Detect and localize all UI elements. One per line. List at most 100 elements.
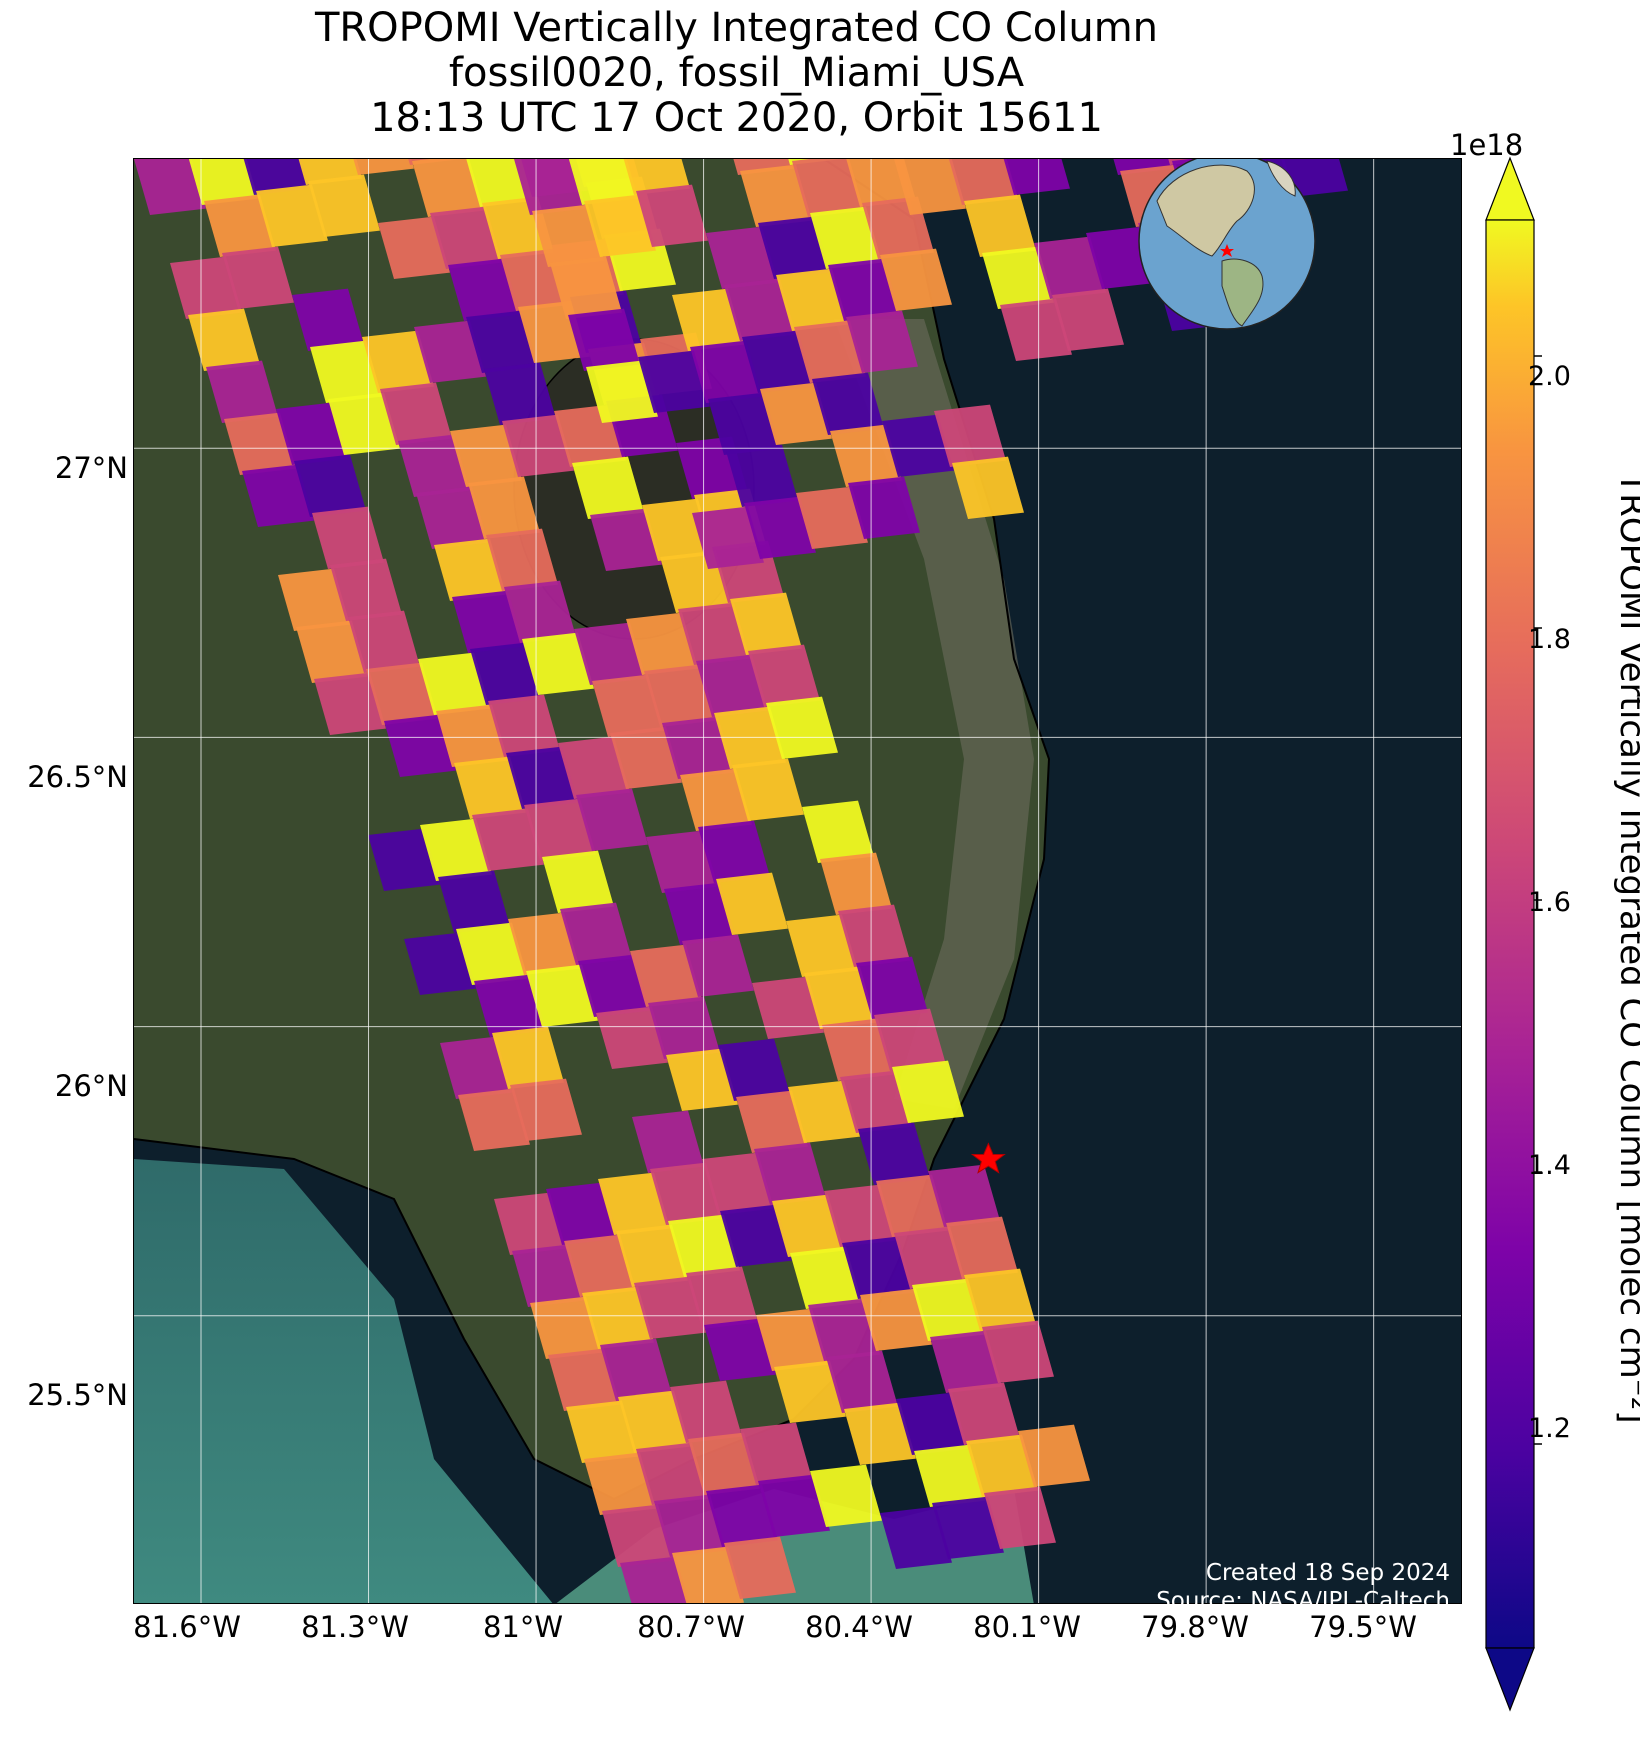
- co-pixel-234: [894, 159, 966, 215]
- co-pixel-159: [786, 914, 858, 977]
- co-pixel-12: [458, 1088, 530, 1151]
- co-pixel-209: [706, 226, 778, 289]
- co-pixel-227: [882, 414, 954, 477]
- co-pixel-224: [810, 206, 882, 269]
- co-pixel-205: [690, 340, 762, 403]
- co-pixel-109: [484, 362, 556, 425]
- title-line-2: fossil0020, fossil_Miami_USA: [448, 50, 1025, 96]
- co-pixel-140: [752, 976, 824, 1039]
- co-pixel-115: [664, 882, 736, 945]
- co-pixel-1: [170, 256, 242, 319]
- co-pixel-47: [292, 288, 364, 351]
- co-pixel-164: [876, 1174, 948, 1237]
- co-pixel-3: [206, 360, 278, 423]
- co-pixel-122: [808, 1298, 880, 1361]
- co-pixel-204: [672, 288, 744, 351]
- co-pixel-58: [634, 1276, 706, 1339]
- lon-tick-80-7: 80.7°W: [637, 1610, 745, 1644]
- co-pixel-24: [276, 402, 348, 465]
- co-pixel-79: [632, 1110, 704, 1173]
- co-pixel-116: [682, 934, 754, 997]
- co-pixel-27: [330, 558, 402, 621]
- globe-star-marker: [1220, 244, 1234, 257]
- co-pixel-40: [600, 1338, 672, 1401]
- co-pixel-206: [708, 392, 780, 455]
- co-pixel-2: [188, 308, 260, 371]
- co-pixel-112: [592, 674, 664, 737]
- co-pixel-235: [948, 159, 1018, 205]
- co-pixel-167: [930, 1330, 1002, 1393]
- co-pixel-90: [468, 476, 540, 539]
- co-pixel-194: [532, 204, 604, 267]
- target-star-marker: [970, 1142, 1006, 1174]
- co-pixel-26: [312, 506, 384, 569]
- co-pixel-92: [504, 580, 576, 643]
- co-pixel-22: [204, 194, 276, 257]
- co-pixel-192: [1018, 1424, 1090, 1487]
- co-pixel-136: [662, 716, 734, 779]
- co-pixel-137: [680, 768, 752, 831]
- co-pixel-0: [134, 159, 206, 215]
- co-pixel-211: [742, 330, 814, 393]
- lat-tick-25-5: 25.5°N: [27, 1378, 128, 1412]
- co-pixel-51: [436, 704, 508, 767]
- co-pixel-225: [828, 258, 900, 321]
- co-pixel-223: [792, 159, 864, 217]
- co-pixel-200: [638, 350, 710, 413]
- co-pixel-144: [860, 1288, 932, 1351]
- co-pixel-49: [328, 392, 400, 455]
- colorbar-extend-top: [1485, 156, 1535, 221]
- co-pixel-213: [796, 486, 868, 549]
- co-pixel-217: [776, 268, 848, 331]
- co-pixel-62: [724, 1536, 796, 1599]
- co-pixel-95: [576, 788, 648, 851]
- co-pixel-68: [416, 486, 488, 549]
- co-pixel-187: [892, 1060, 964, 1123]
- co-pixel-253: [1281, 159, 1348, 197]
- colorbar-exponent: 1e18: [1450, 128, 1524, 162]
- co-pixel-20: [620, 1556, 690, 1603]
- co-pixel-233: [952, 456, 1024, 519]
- co-pixel-199: [584, 194, 656, 257]
- co-pixel-77: [578, 954, 650, 1017]
- colorbar: [1485, 156, 1542, 1712]
- co-pixel-108: [466, 310, 538, 373]
- co-pixel-102: [774, 1360, 846, 1423]
- co-pixel-55: [526, 964, 598, 1027]
- co-pixel-29: [366, 662, 438, 725]
- co-pixel-46: [256, 184, 328, 247]
- co-pixel-210: [724, 278, 796, 341]
- co-pixel-166: [912, 1278, 984, 1341]
- lon-tick-81-6: 81.6°W: [133, 1610, 241, 1644]
- co-pixel-33: [456, 922, 528, 985]
- co-pixel-196: [568, 308, 640, 371]
- co-pixel-185: [856, 956, 928, 1019]
- co-pixel-84: [740, 1422, 812, 1485]
- co-pixel-163: [858, 1122, 930, 1185]
- co-pixel-120: [772, 1194, 844, 1257]
- co-pixel-50: [418, 652, 490, 715]
- co-pixel-123: [826, 1350, 898, 1413]
- co-pixel-78: [596, 1006, 668, 1069]
- gulf-shallow-water: [134, 1159, 553, 1603]
- co-pixel-42: [636, 1442, 708, 1505]
- co-pixel-118: [736, 1090, 808, 1153]
- co-pixel-232: [934, 404, 1006, 467]
- co-pixel-96: [630, 944, 702, 1007]
- co-pixel-184: [838, 904, 910, 967]
- co-pixel-203: [636, 184, 708, 247]
- co-pixel-93: [522, 632, 594, 695]
- co-pixel-53: [472, 808, 544, 871]
- co-pixel-111: [574, 622, 646, 685]
- co-pixel-100: [720, 1204, 792, 1267]
- co-pixel-35: [492, 1026, 564, 1089]
- co-pixel-208: [744, 496, 816, 559]
- co-pixel-241: [1052, 288, 1124, 351]
- co-pixel-143: [842, 1236, 914, 1299]
- colorbar-tick-marks: [1534, 355, 1542, 1445]
- co-pixel-54: [508, 912, 580, 975]
- co-pixel-237: [982, 246, 1054, 309]
- co-pixel-89: [450, 424, 522, 487]
- co-pixel-147: [932, 1496, 1004, 1559]
- co-pixel-48: [310, 340, 382, 403]
